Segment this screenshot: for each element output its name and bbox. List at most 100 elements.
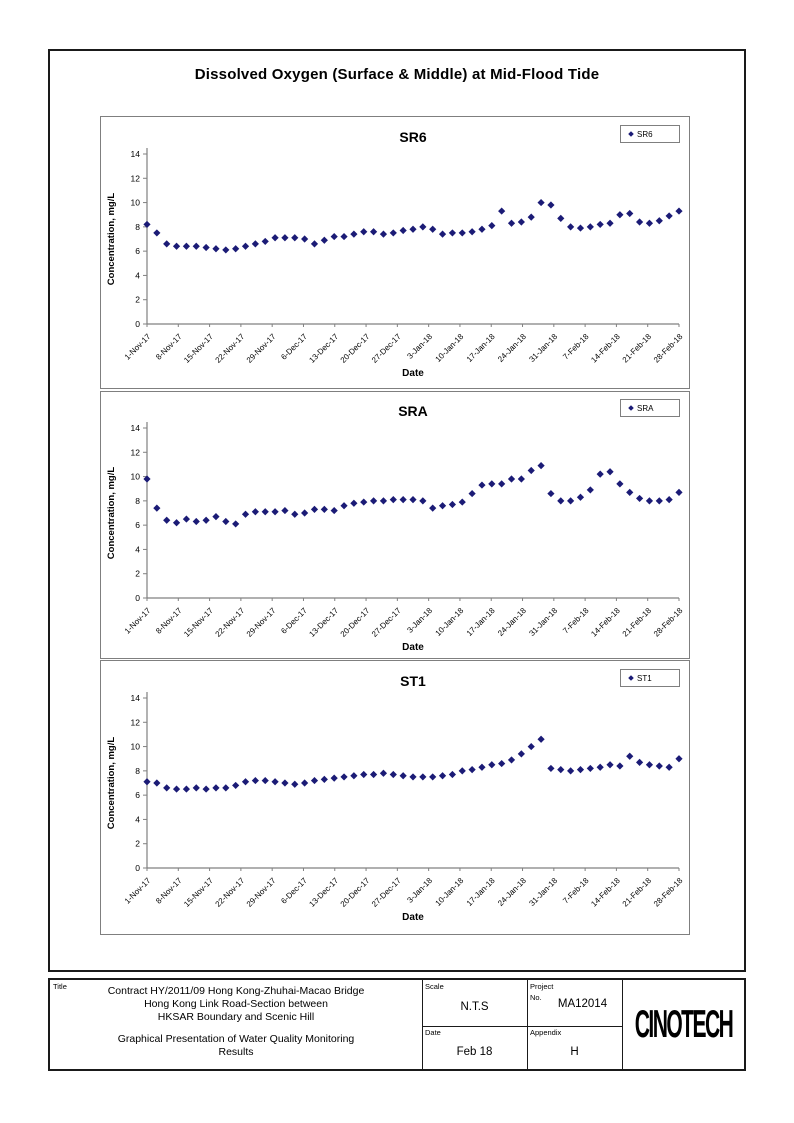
y-tick-label: 0 [135,319,140,329]
scale-caption: Scale [425,982,444,991]
y-tick-label: 6 [135,790,140,800]
data-point [369,770,378,779]
y-tick-label: 10 [131,742,141,752]
data-point [291,234,299,242]
data-point [192,517,200,526]
data-point [527,213,535,221]
data-point [251,508,259,516]
data-point [547,764,555,773]
data-point [448,770,457,779]
x-axis-title: Date [402,368,424,379]
x-tick-label: 29-Nov-17 [245,332,278,365]
data-point [478,225,486,233]
data-point [517,750,525,758]
data-point [360,228,368,236]
sra-chart: SRA 0 2 4 6 8 10 12 14 1-Nov-17 8-Nov-17 15-Nov-17 2… [100,391,690,659]
date-cell: Date Feb 18 [422,1026,527,1069]
data-point [399,226,407,235]
data-point [232,520,240,528]
data-point [281,779,289,787]
y-tick-label: 0 [135,863,140,873]
data-point [596,763,604,771]
data-point [182,785,191,793]
data-point [616,480,624,488]
data-point [310,776,319,785]
x-tick-label: 3-Jan-18 [405,332,434,361]
data-point [655,217,663,225]
data-point [222,784,230,792]
project-no-caption: No. [530,993,542,1002]
data-point [655,497,663,505]
title-block: Title Contract HY/2011/09 Hong Kong-Zhuh… [48,978,746,1071]
data-point [320,236,328,244]
data-point [438,502,447,510]
data-point [301,509,309,517]
chart-title: SR6 [399,129,426,145]
title-cell: Title Contract HY/2011/09 Hong Kong-Zhuh… [50,980,422,1069]
title-block-divider [527,980,528,1069]
data-point [172,519,181,527]
y-tick-label: 14 [131,423,141,433]
x-tick-label: 1-Nov-17 [123,332,153,362]
data-point [271,508,279,516]
x-tick-label: 27-Dec-17 [370,606,403,639]
x-tick-label: 21-Feb-18 [621,606,654,639]
contract-title-line: Hong Kong Link Road-Section between [144,998,328,1010]
data-point [409,496,417,504]
x-tick-label: 14-Feb-18 [589,606,622,639]
x-axis-title: Date [402,912,424,923]
data-point [419,223,427,231]
x-tick-label: 7-Feb-18 [561,876,591,906]
data-point [429,773,437,781]
data-point [645,497,654,505]
x-tick-label: 1-Nov-17 [123,606,153,636]
data-point [626,488,634,496]
data-point [399,772,407,780]
data-point [586,223,594,231]
y-tick-label: 14 [131,149,141,159]
data-point [448,500,457,509]
data-point [153,229,161,237]
data-point [153,504,161,512]
data-point [557,497,565,505]
data-point [143,475,151,483]
data-point [576,493,585,501]
x-tick-label: 13-Dec-17 [307,332,340,365]
data-point [665,496,673,504]
x-tick-label: 20-Dec-17 [339,606,372,639]
data-point [606,219,614,227]
legend-box [620,125,680,143]
data-point [606,761,614,769]
data-point [360,498,368,506]
data-point [202,243,210,252]
x-tick-label: 14-Feb-18 [589,332,622,365]
project-value: MA12014 [557,998,608,1010]
x-tick-label: 20-Dec-17 [339,876,372,909]
y-tick-label: 2 [135,569,140,579]
data-point [616,762,624,770]
data-point [310,505,319,513]
project-cell: Project No. MA12014 [527,980,622,1026]
data-point [182,242,191,250]
data-point [251,240,259,248]
data-point [350,772,358,780]
date-caption: Date [425,1028,441,1037]
y-tick-label: 14 [131,693,141,703]
title-block-divider [622,980,623,1069]
data-point [675,207,683,215]
x-tick-label: 24-Jan-18 [496,332,528,364]
data-point [330,232,338,241]
title-caption: Title [53,982,67,991]
data-point [301,235,309,243]
data-point [527,742,535,751]
data-point [172,785,181,793]
data-point [507,475,516,483]
x-tick-label: 8-Nov-17 [154,606,184,636]
data-point [389,770,397,779]
appendix-value: H [570,1046,579,1058]
data-point [675,488,683,496]
appendix-caption: Appendix [530,1028,562,1037]
x-tick-label: 21-Feb-18 [621,876,654,909]
